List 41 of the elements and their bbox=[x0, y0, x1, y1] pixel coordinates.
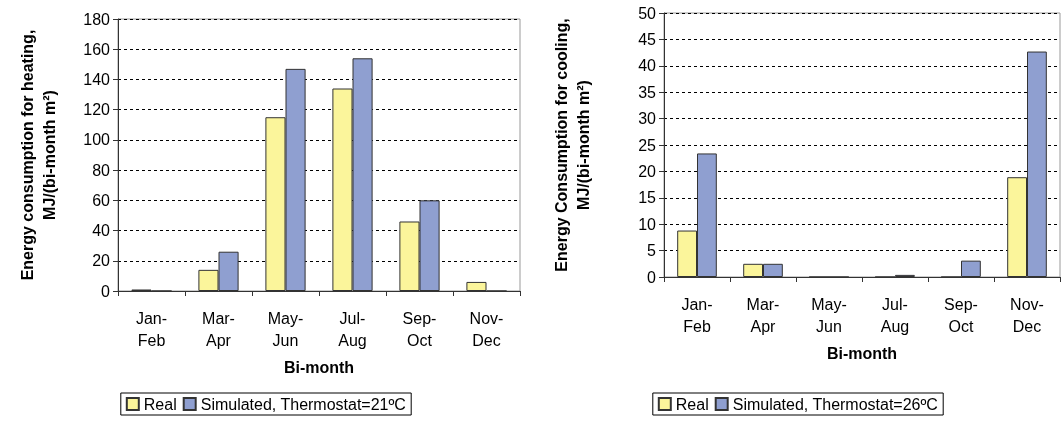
legend-label: Real bbox=[675, 395, 709, 413]
x-tick-label: May-Jun bbox=[811, 295, 847, 335]
legend-label: Simulated, Thermostat=26ºC bbox=[732, 395, 938, 413]
x-axis-title: Bi-month bbox=[283, 358, 355, 376]
y-tick-label: 25 bbox=[638, 136, 657, 154]
y-tick-label: 100 bbox=[83, 131, 111, 149]
x-tick-label: Jul-Aug bbox=[880, 295, 910, 335]
y-tick-label: 50 bbox=[638, 4, 657, 22]
x-tick-label: Jan-Feb bbox=[681, 295, 713, 335]
x-axis-title: Bi-month bbox=[826, 344, 898, 362]
y-tick-label: 60 bbox=[92, 191, 111, 209]
y-tick-label: 45 bbox=[638, 30, 657, 48]
y-tick-label: 10 bbox=[638, 215, 657, 233]
legend-label: Simulated, Thermostat=21ºC bbox=[200, 395, 406, 413]
x-tick-label: Sep-Oct bbox=[944, 295, 978, 335]
x-tick-label: Mar-Apr bbox=[746, 295, 780, 335]
y-tick-label: 0 bbox=[101, 282, 111, 300]
y-tick-label: 80 bbox=[92, 161, 111, 179]
y-tick-label: 140 bbox=[83, 70, 111, 88]
y-tick-label: 120 bbox=[83, 101, 111, 119]
x-tick-label: Mar-Apr bbox=[202, 309, 235, 349]
x-tick-label: Jul-Aug bbox=[338, 309, 367, 349]
y-axis-title: Energy Consumption for cooling, MJ/(bi-month m²) bbox=[552, 18, 592, 272]
y-tick-label: 15 bbox=[638, 189, 657, 207]
y-tick-label: 180 bbox=[83, 10, 111, 28]
y-tick-label: 35 bbox=[638, 83, 657, 101]
y-tick-label: 30 bbox=[638, 110, 657, 128]
y-tick-label: 160 bbox=[83, 40, 111, 58]
y-tick-label: 40 bbox=[92, 222, 111, 240]
y-tick-label: 20 bbox=[638, 162, 657, 180]
y-axis-title: Energy consumption for heating, MJ/(bi-month m²) bbox=[18, 29, 58, 281]
x-tick-label: May-Jun bbox=[267, 309, 304, 349]
x-tick-label: Nov-Dec bbox=[469, 309, 504, 349]
legend-label: Real bbox=[143, 395, 177, 413]
y-tick-label: 0 bbox=[647, 268, 657, 286]
y-tick-label: 5 bbox=[647, 242, 657, 260]
x-tick-label: Sep-Oct bbox=[402, 309, 437, 349]
y-tick-label: 20 bbox=[92, 252, 111, 270]
y-tick-label: 40 bbox=[638, 57, 657, 75]
x-tick-label: Nov-Dec bbox=[1010, 295, 1044, 335]
x-tick-label: Jan-Feb bbox=[135, 309, 168, 349]
